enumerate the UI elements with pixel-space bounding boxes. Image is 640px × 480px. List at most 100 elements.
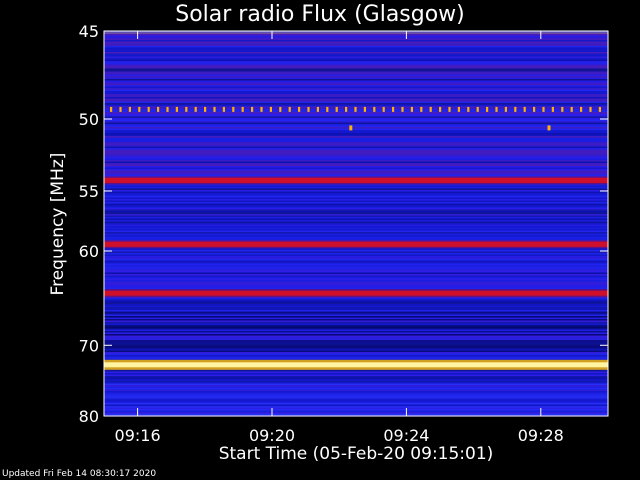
heatmap-band [104, 224, 608, 227]
heatmap-band [104, 197, 608, 200]
interference-dash [166, 106, 169, 112]
heatmap-band [104, 208, 608, 210]
heatmap-band [104, 268, 608, 270]
heatmap-band [104, 83, 608, 86]
heatmap-band [104, 346, 608, 348]
heatmap-band [104, 385, 608, 387]
heatmap-band [104, 32, 608, 35]
interference-dash [260, 106, 263, 112]
heatmap-band [104, 161, 608, 164]
heatmap-band [104, 50, 608, 53]
heatmap-band [104, 400, 608, 402]
y-tick-label: 80 [79, 407, 99, 426]
interference-dash [232, 106, 235, 112]
heatmap-band [104, 283, 608, 285]
interference-dash [429, 106, 432, 112]
heatmap-band [104, 92, 608, 95]
heatmap-band [104, 226, 608, 228]
interference-dash [373, 106, 376, 112]
heatmap-band [104, 31, 608, 33]
x-tick-label: 09:24 [383, 426, 429, 445]
heatmap-band [104, 184, 608, 186]
heatmap-band [104, 160, 608, 162]
heatmap-band [104, 34, 608, 36]
heatmap-band [104, 296, 608, 299]
heatmap-band [104, 86, 608, 89]
heatmap-band [104, 314, 608, 317]
heatmap-band [104, 64, 608, 66]
heatmap-band [104, 172, 608, 174]
heatmap-band [104, 274, 608, 276]
interference-dash [222, 106, 225, 112]
heatmap-band [104, 398, 608, 401]
heatmap-band [104, 95, 608, 98]
interference-dash [241, 106, 244, 112]
heatmap-band [104, 373, 608, 375]
heatmap-band [104, 386, 608, 389]
heatmap-band [104, 112, 608, 114]
interference-dash [157, 106, 160, 112]
heatmap-band [104, 380, 608, 383]
heatmap-band [104, 146, 608, 149]
heatmap-band [104, 79, 608, 81]
heatmap-band [104, 308, 608, 311]
interference-dash [269, 106, 272, 112]
heatmap-band [104, 37, 608, 39]
heatmap-band [104, 221, 608, 224]
heatmap-band [104, 394, 608, 396]
heatmap-band [104, 218, 608, 221]
heatmap-band [104, 379, 608, 381]
heatmap-band [104, 169, 608, 171]
heatmap-band [104, 157, 608, 159]
interference-dash [551, 106, 554, 112]
heatmap-band [104, 106, 608, 108]
heatmap-band [104, 137, 608, 140]
heatmap-band [104, 403, 608, 405]
heatmap-band [104, 223, 608, 225]
heatmap-band [104, 235, 608, 237]
heatmap-band [104, 115, 608, 117]
interference-spot [349, 125, 353, 131]
heatmap-band [104, 158, 608, 161]
heatmap-band [104, 167, 608, 170]
heatmap-band [104, 272, 608, 275]
heatmap-band [104, 280, 608, 282]
heatmap-band [104, 100, 608, 102]
heatmap-band [104, 317, 608, 320]
interference-dash [570, 106, 573, 112]
heatmap-band [104, 334, 608, 336]
heatmap-band [104, 131, 608, 134]
heatmap-band [104, 97, 608, 99]
x-tick-label: 09:16 [115, 426, 161, 445]
heatmap-band [104, 143, 608, 146]
heatmap-band [104, 248, 608, 251]
heatmap-band [104, 266, 608, 269]
interference-dash [514, 106, 517, 112]
heatmap-band [104, 43, 608, 45]
heatmap-band [104, 343, 608, 345]
heatmap-band [104, 173, 608, 176]
heatmap-band [104, 320, 608, 323]
heatmap-band [104, 142, 608, 144]
heatmap-band [104, 80, 608, 83]
heatmap-band [104, 65, 608, 68]
heatmap-band [104, 46, 608, 48]
heatmap-band [104, 139, 608, 141]
heatmap-band [104, 70, 608, 72]
red-band [104, 290, 608, 296]
heatmap-band [104, 323, 608, 326]
heatmap-band [104, 227, 608, 230]
heatmap-band [104, 212, 608, 215]
heatmap-band [104, 215, 608, 218]
interference-dash [288, 106, 291, 112]
heatmap-band [104, 391, 608, 393]
heatmap-band [104, 328, 608, 330]
heatmap-band [104, 353, 608, 356]
heatmap-band [104, 196, 608, 198]
interference-dash [476, 106, 479, 112]
interference-dash [335, 106, 338, 112]
heatmap-band [104, 91, 608, 93]
heatmap-band [104, 269, 608, 272]
heatmap-band [104, 166, 608, 168]
